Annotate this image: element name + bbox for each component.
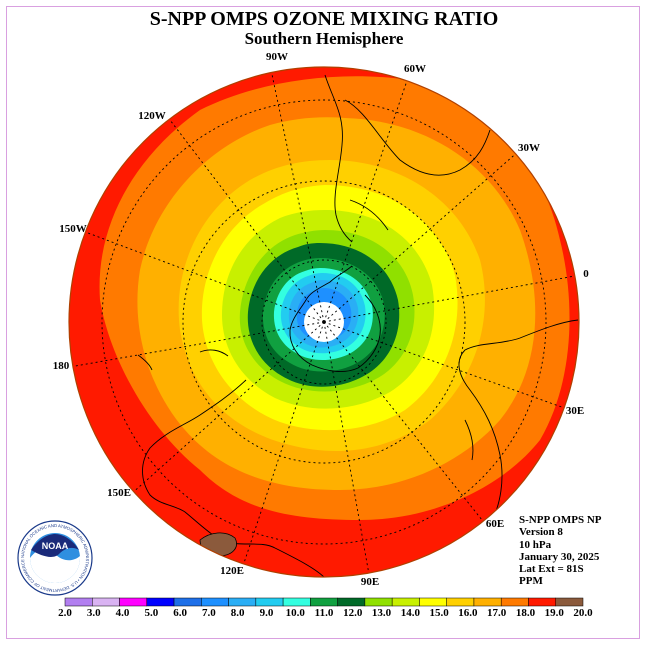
new-zealand-coast	[199, 349, 229, 357]
noaa-logo-text: NOAA	[42, 541, 69, 551]
lon-label-30e: 30E	[565, 405, 585, 417]
noaa-logo: NOAA NATIONAL OCEANIC AND ATMOSPHERIC AD…	[17, 520, 93, 596]
info-product: S-NPP OMPS NP	[519, 514, 602, 526]
info-version: Version 8	[519, 526, 563, 539]
lon-label-90e: 90E	[360, 576, 380, 588]
lon-label-120w: 120W	[138, 110, 166, 122]
color-scale-tick-label: 15.0	[429, 607, 449, 619]
graticule	[69, 67, 579, 577]
antarctica-coast	[289, 294, 381, 372]
lon-label-0: 0	[583, 268, 589, 280]
info-level: 10 hPa	[519, 538, 552, 551]
color-scale-tick-label: 10.0	[285, 607, 305, 619]
lon-label-180: 180	[52, 360, 70, 372]
australia-coast	[142, 379, 326, 577]
color-scale-tick-label: 2.0	[58, 607, 72, 619]
color-scale-tick-label: 4.0	[115, 607, 130, 619]
color-scale-tick-label: 6.0	[173, 607, 187, 619]
map-boundary	[68, 66, 580, 578]
tasmania-area	[199, 532, 237, 557]
color-scale-tick-label: 20.0	[573, 607, 593, 619]
main-title: S-NPP OMPS OZONE MIXING RATIO	[149, 8, 499, 30]
lon-label-120e: 120E	[220, 565, 244, 577]
coastlines	[137, 74, 579, 577]
info-lat-ext: Lat Ext = 81S	[519, 563, 584, 576]
color-scale-tick-label: 5.0	[144, 607, 159, 619]
lon-label-150w: 150W	[59, 223, 87, 235]
info-date: January 30, 2025	[519, 550, 600, 563]
lon-label-60e: 60E	[485, 518, 505, 530]
color-scale-tick-label: 14.0	[400, 607, 420, 619]
lon-label-60w: 60W	[404, 63, 426, 75]
color-scale-tick-label: 12.0	[343, 607, 363, 619]
antarctic-peninsula-coast	[305, 265, 353, 301]
color-scale-tick-label: 8.0	[230, 607, 245, 619]
color-scale-tick-label: 17.0	[487, 607, 507, 619]
color-scale-tick-label: 19.0	[544, 607, 564, 619]
contour-fill-layer	[69, 67, 579, 577]
info-block: S-NPP OMPS NP Version 8 10 hPa January 3…	[519, 514, 602, 588]
color-scale-tick-label: 3.0	[86, 607, 101, 619]
info-units: PPM	[519, 575, 543, 588]
lon-label-30w: 30W	[518, 142, 540, 154]
africa-coast	[458, 319, 579, 521]
color-scale-tick-label: 13.0	[371, 607, 392, 619]
color-scale-tick-label: 16.0	[458, 607, 478, 619]
color-scale-tick-label: 7.0	[202, 607, 216, 619]
lon-label-90w: 90W	[266, 51, 288, 63]
subtitle: Southern Hemisphere	[244, 29, 404, 48]
lon-label-150e: 150E	[107, 487, 131, 499]
color-scale-tick-label: 18.0	[515, 607, 536, 619]
color-scale-tick-label: 11.0	[314, 607, 334, 619]
color-scale-tick-label: 9.0	[259, 607, 274, 619]
south-america-coast	[324, 74, 353, 243]
